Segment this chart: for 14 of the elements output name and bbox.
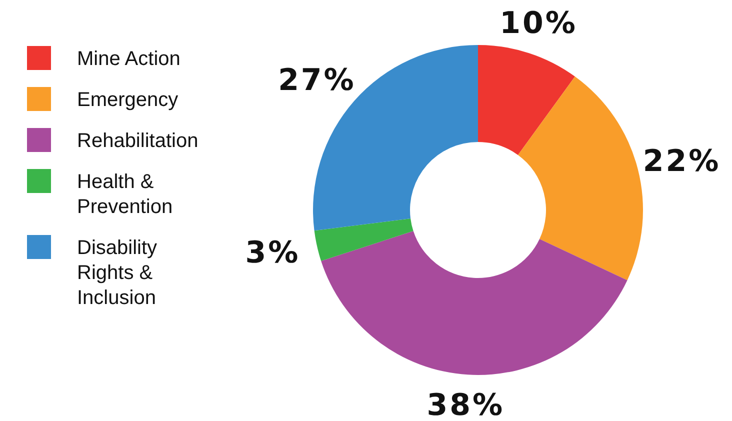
data-label: 3% <box>245 235 300 270</box>
data-label: 27% <box>278 62 356 98</box>
data-label: 22% <box>642 144 721 179</box>
donut-slice <box>478 45 575 155</box>
legend-label: Mine Action <box>77 48 180 70</box>
donut-slice <box>518 76 643 280</box>
legend-label: Disability Rights & Inclusion <box>77 237 158 309</box>
donut-slice <box>314 218 414 261</box>
legend-label: Emergency <box>77 89 178 111</box>
donut-slice <box>321 231 628 375</box>
legend-label: Health & Prevention <box>77 171 173 218</box>
legend-label: Rehabilitation <box>77 130 198 152</box>
data-label: 38% <box>426 388 505 421</box>
data-label: 10% <box>500 6 578 42</box>
